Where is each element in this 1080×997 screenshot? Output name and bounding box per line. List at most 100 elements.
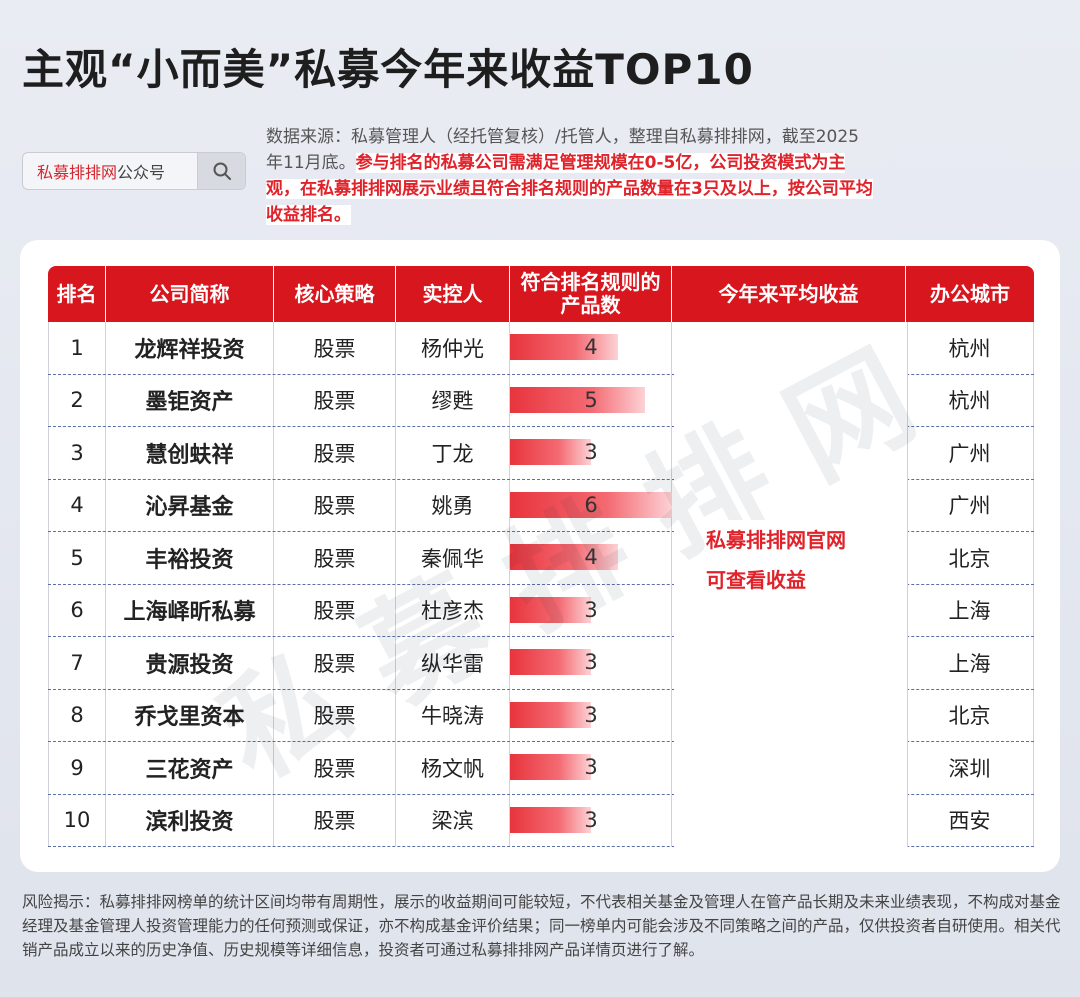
company-cell: 乔戈里资本 (106, 689, 274, 741)
search-brand: 私募排排网 (37, 163, 118, 182)
return-cell (672, 375, 906, 427)
company-cell: 滨利投资 (106, 794, 274, 846)
count-cell: 5 (510, 374, 672, 426)
count-cell: 3 (510, 427, 672, 479)
rank-cell: 4 (48, 479, 106, 531)
controller-cell: 丁龙 (396, 427, 510, 479)
strategy-cell: 股票 (274, 479, 396, 531)
city-header: 办公城市 (930, 281, 1010, 306)
count-bar (510, 386, 645, 413)
strategy-cell: 股票 (274, 689, 396, 741)
return-notice: 私募排排网官网 可查看收益 (706, 520, 846, 600)
controller-cell: 纵华雷 (396, 637, 510, 689)
count-cell: 3 (510, 584, 672, 636)
rank-cell: 5 (48, 532, 106, 584)
count-bar (510, 754, 591, 780)
table-row: 10 滨利投资 股票 梁滨 3 西安 (48, 794, 1034, 847)
strategy-cell: 股票 (274, 584, 396, 636)
city-cell: 广州 (906, 427, 1034, 479)
count-label: 3 (584, 440, 598, 464)
strategy-cell: 股票 (274, 322, 396, 374)
return-cell (672, 427, 906, 479)
city-cell: 深圳 (906, 742, 1034, 794)
controller-cell: 秦佩华 (396, 532, 510, 584)
count-cell: 3 (510, 794, 672, 846)
count-label: 3 (584, 650, 598, 674)
count-label: 6 (584, 492, 598, 517)
table-row: 4 沁昇基金 股票 姚勇 6 广州 (48, 479, 1034, 532)
table-row: 5 丰裕投资 股票 秦佩华 4 北京 (48, 532, 1034, 585)
city-cell: 上海 (906, 637, 1034, 689)
table-header: 排名 公司简称 核心策略 实控人 符合排名规则的产品数 今年来平均收益 办公城市 (48, 266, 1034, 322)
search-box[interactable]: 私募排排网公众号 (22, 152, 246, 190)
count-label: 4 (584, 335, 598, 359)
return-cell (672, 322, 906, 374)
rank-cell: 8 (48, 689, 106, 741)
strategy-cell: 股票 (274, 427, 396, 479)
risk-disclosure: 风险揭示：私募排排网榜单的统计区间均带有周期性，展示的收益期间可能较短，不代表相… (22, 893, 1061, 959)
city-cell: 北京 (906, 689, 1034, 741)
return-cell (672, 637, 906, 689)
return-header: 今年来平均收益 (672, 266, 906, 322)
company-cell: 墨钜资产 (106, 374, 274, 426)
count-label: 4 (584, 545, 598, 569)
count-bar (510, 491, 672, 518)
count-label: 3 (584, 807, 598, 832)
return-cell (672, 690, 906, 742)
count-label: 5 (584, 387, 598, 412)
rank-header: 排名 (48, 266, 106, 322)
ranking-table: 排名 公司简称 核心策略 实控人 符合排名规则的产品数 今年来平均收益 办公城市 1 龙辉祥投… (48, 266, 1034, 847)
count-cell: 4 (510, 322, 672, 374)
table-row: 3 慧创蚨祥 股票 丁龙 3 广州 (48, 427, 1034, 480)
search-button[interactable] (197, 153, 245, 189)
company-cell: 三花资产 (106, 742, 274, 794)
rank-cell: 6 (48, 584, 106, 636)
company-cell: 贵源投资 (106, 637, 274, 689)
data-source-note: 数据来源：私募管理人（经托管复核）/托管人，整理自私募排排网，截至2025年11… (266, 124, 874, 228)
table-row: 8 乔戈里资本 股票 牛晓涛 3 北京 (48, 689, 1034, 742)
return-cell (672, 742, 906, 794)
count-label: 3 (584, 597, 598, 622)
controller-cell: 姚勇 (396, 479, 510, 531)
count-bar (510, 806, 591, 833)
count-bar (510, 544, 618, 570)
strategy-cell: 股票 (274, 532, 396, 584)
controller-cell: 梁滨 (396, 794, 510, 846)
controller-header: 实控人 (396, 266, 510, 322)
company-header: 公司简称 (106, 266, 274, 322)
search-label: 私募排排网公众号 (23, 159, 197, 183)
count-header: 符合排名规则的产品数 (510, 266, 672, 322)
city-cell: 北京 (906, 532, 1034, 584)
count-cell: 3 (510, 689, 672, 741)
count-bar (510, 334, 618, 360)
search-suffix: 公众号 (117, 163, 166, 182)
rank-cell: 3 (48, 427, 106, 479)
controller-cell: 杨仲光 (396, 322, 510, 374)
table-row: 7 贵源投资 股票 纵华雷 3 上海 (48, 637, 1034, 690)
return-cell (672, 795, 906, 847)
city-cell: 杭州 (906, 374, 1034, 426)
city-cell: 广州 (906, 479, 1034, 531)
company-cell: 上海峄昕私募 (106, 584, 274, 636)
rank-cell: 1 (48, 322, 106, 374)
count-bar (510, 439, 591, 465)
source-text: 数据来源：私募管理人（经托管复核）/托管人，整理自私募排排网，截至2025年11… (266, 127, 859, 173)
rank-cell: 2 (48, 374, 106, 426)
table-body: 1 龙辉祥投资 股票 杨仲光 4 杭州 2 墨钜资产 股票 缪甦 5 杭州 3 慧创蚨祥 股票 丁龙 3 广州 4 沁… (48, 322, 1034, 847)
count-cell: 6 (510, 479, 672, 531)
ranking-rules: 参与排名的私募公司需满足管理规模在0-5亿，公司投资模式为主观，在私募排排网展示… (266, 153, 873, 225)
controller-cell: 缪甦 (396, 374, 510, 426)
table-row: 1 龙辉祥投资 股票 杨仲光 4 杭州 (48, 322, 1034, 375)
search-icon (213, 162, 231, 180)
count-bar (510, 649, 591, 675)
city-cell: 杭州 (906, 322, 1034, 374)
strategy-cell: 股票 (274, 742, 396, 794)
company-cell: 沁昇基金 (106, 479, 274, 531)
rank-cell: 7 (48, 637, 106, 689)
rank-cell: 10 (48, 794, 106, 846)
table-row: 6 上海峄昕私募 股票 杜彦杰 3 上海 (48, 584, 1034, 637)
count-bar (510, 701, 591, 728)
table-row: 2 墨钜资产 股票 缪甦 5 杭州 (48, 374, 1034, 427)
table-row: 9 三花资产 股票 杨文帆 3 深圳 (48, 742, 1034, 795)
count-cell: 4 (510, 532, 672, 584)
